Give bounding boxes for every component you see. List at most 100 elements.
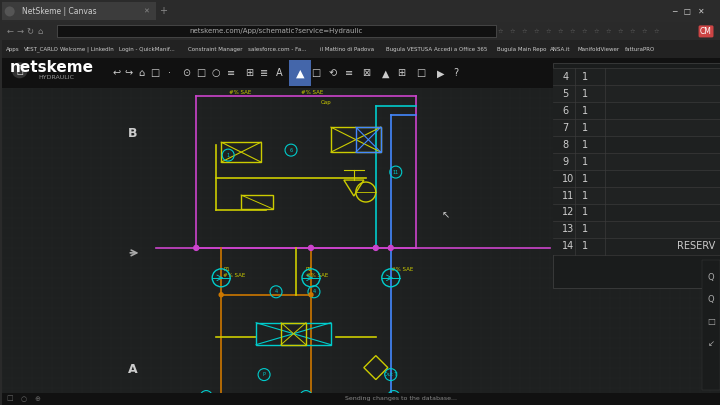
Circle shape [309,293,313,297]
Text: #% SAE: #% SAE [391,267,413,272]
Text: ?: ? [453,68,458,78]
Text: ↻: ↻ [26,27,33,36]
Text: 12: 12 [562,207,575,217]
Bar [554,136,720,153]
Text: 1: 1 [582,241,588,252]
Bar [356,127,381,152]
Text: netskeme: netskeme [9,60,94,75]
Text: Sending changes to the database...: Sending changes to the database... [345,396,456,401]
Text: ☆: ☆ [498,29,503,34]
Bar [554,85,720,102]
Text: ☆: ☆ [557,29,563,34]
Text: 6: 6 [204,394,208,399]
Text: ─   □   ✕: ─ □ ✕ [672,7,705,16]
Text: ⛅: ⛅ [17,65,23,75]
Text: P2: P2 [306,267,312,272]
Circle shape [5,6,14,17]
Text: 1: 1 [582,190,588,200]
Circle shape [374,245,378,250]
Text: fatturaPRO: fatturaPRO [625,47,655,52]
Text: ☆: ☆ [606,29,611,34]
Text: ☆: ☆ [522,29,527,34]
Bar [1,88,720,405]
Text: Constraint Manager: Constraint Manager [188,47,243,52]
Text: ⊞: ⊞ [245,68,253,78]
Text: 4: 4 [274,289,278,294]
Text: 1: 1 [582,174,588,183]
Text: B: B [127,127,137,140]
Text: netskeme.com/App/schematic?service=Hydraulic: netskeme.com/App/schematic?service=Hydra… [189,28,363,34]
Text: ⊙: ⊙ [182,68,190,78]
Text: Cap: Cap [321,100,332,105]
Text: ←: ← [6,27,13,36]
Text: CM: CM [700,27,712,36]
Text: +: + [159,6,167,17]
Bar [554,153,720,170]
Bar [289,60,311,86]
Bar [57,26,495,37]
Text: ·: · [168,68,171,78]
Text: ▲: ▲ [296,68,305,78]
Text: RESERV: RESERV [677,241,715,252]
Circle shape [388,245,393,250]
Circle shape [194,245,199,250]
Text: ⊠: ⊠ [361,68,370,78]
Text: →: → [16,27,23,36]
Text: 1: 1 [582,89,588,99]
Text: 6: 6 [289,148,292,153]
Text: ○: ○ [21,396,27,401]
Bar [554,170,720,187]
Text: ⌂: ⌂ [37,27,42,36]
Text: □: □ [416,68,426,78]
Bar [702,260,720,390]
Text: ↩: ↩ [112,68,120,78]
Text: 1: 1 [582,72,588,82]
Text: VEST_CARLO: VEST_CARLO [24,47,58,52]
Text: 5: 5 [305,394,307,399]
Bar [554,238,720,255]
Text: ☆: ☆ [582,29,587,34]
Text: Bugula Main Repo: Bugula Main Repo [497,47,546,52]
Text: ☆: ☆ [570,29,575,34]
Text: 11: 11 [392,170,399,175]
Text: ↖: ↖ [441,210,450,220]
Text: ↙: ↙ [708,339,714,348]
Text: □: □ [311,68,320,78]
Text: ↪: ↪ [125,68,132,78]
Bar [554,68,720,85]
Bar [1,40,720,58]
Text: Login - QuickManif...: Login - QuickManif... [120,47,175,52]
Bar [554,63,720,288]
Text: 1: 1 [582,207,588,217]
Text: 1: 1 [582,157,588,166]
Text: 1: 1 [227,153,230,158]
Text: □: □ [707,317,715,326]
Text: salesforce.com - Fa...: salesforce.com - Fa... [248,47,307,52]
Text: ManifoldViewer: ManifoldViewer [577,47,619,52]
Text: ☆: ☆ [618,29,623,34]
Text: □: □ [150,68,159,78]
Bar [554,102,720,119]
Text: 1: 1 [582,224,588,234]
Text: #% SAE: #% SAE [229,90,251,95]
Text: A: A [276,68,282,78]
Text: ⟲: ⟲ [329,68,337,78]
Text: ☆: ☆ [546,29,552,34]
Text: ⌂: ⌂ [138,68,145,78]
Bar [554,204,720,221]
Text: 1: 1 [582,123,588,133]
Text: 4: 4 [312,289,315,294]
Text: P: P [263,372,266,377]
Text: ▶: ▶ [437,68,444,78]
Text: Apps: Apps [6,47,19,52]
Text: 8: 8 [562,140,569,149]
Text: 10: 10 [391,394,397,399]
Bar [281,323,306,345]
Bar [256,323,331,345]
Text: 1: 1 [582,140,588,149]
Text: 13: 13 [562,224,575,234]
Text: ☆: ☆ [629,29,635,34]
Text: il Mattino di Padova: il Mattino di Padova [320,47,374,52]
Text: 6: 6 [562,106,569,116]
Text: 11: 11 [562,190,575,200]
